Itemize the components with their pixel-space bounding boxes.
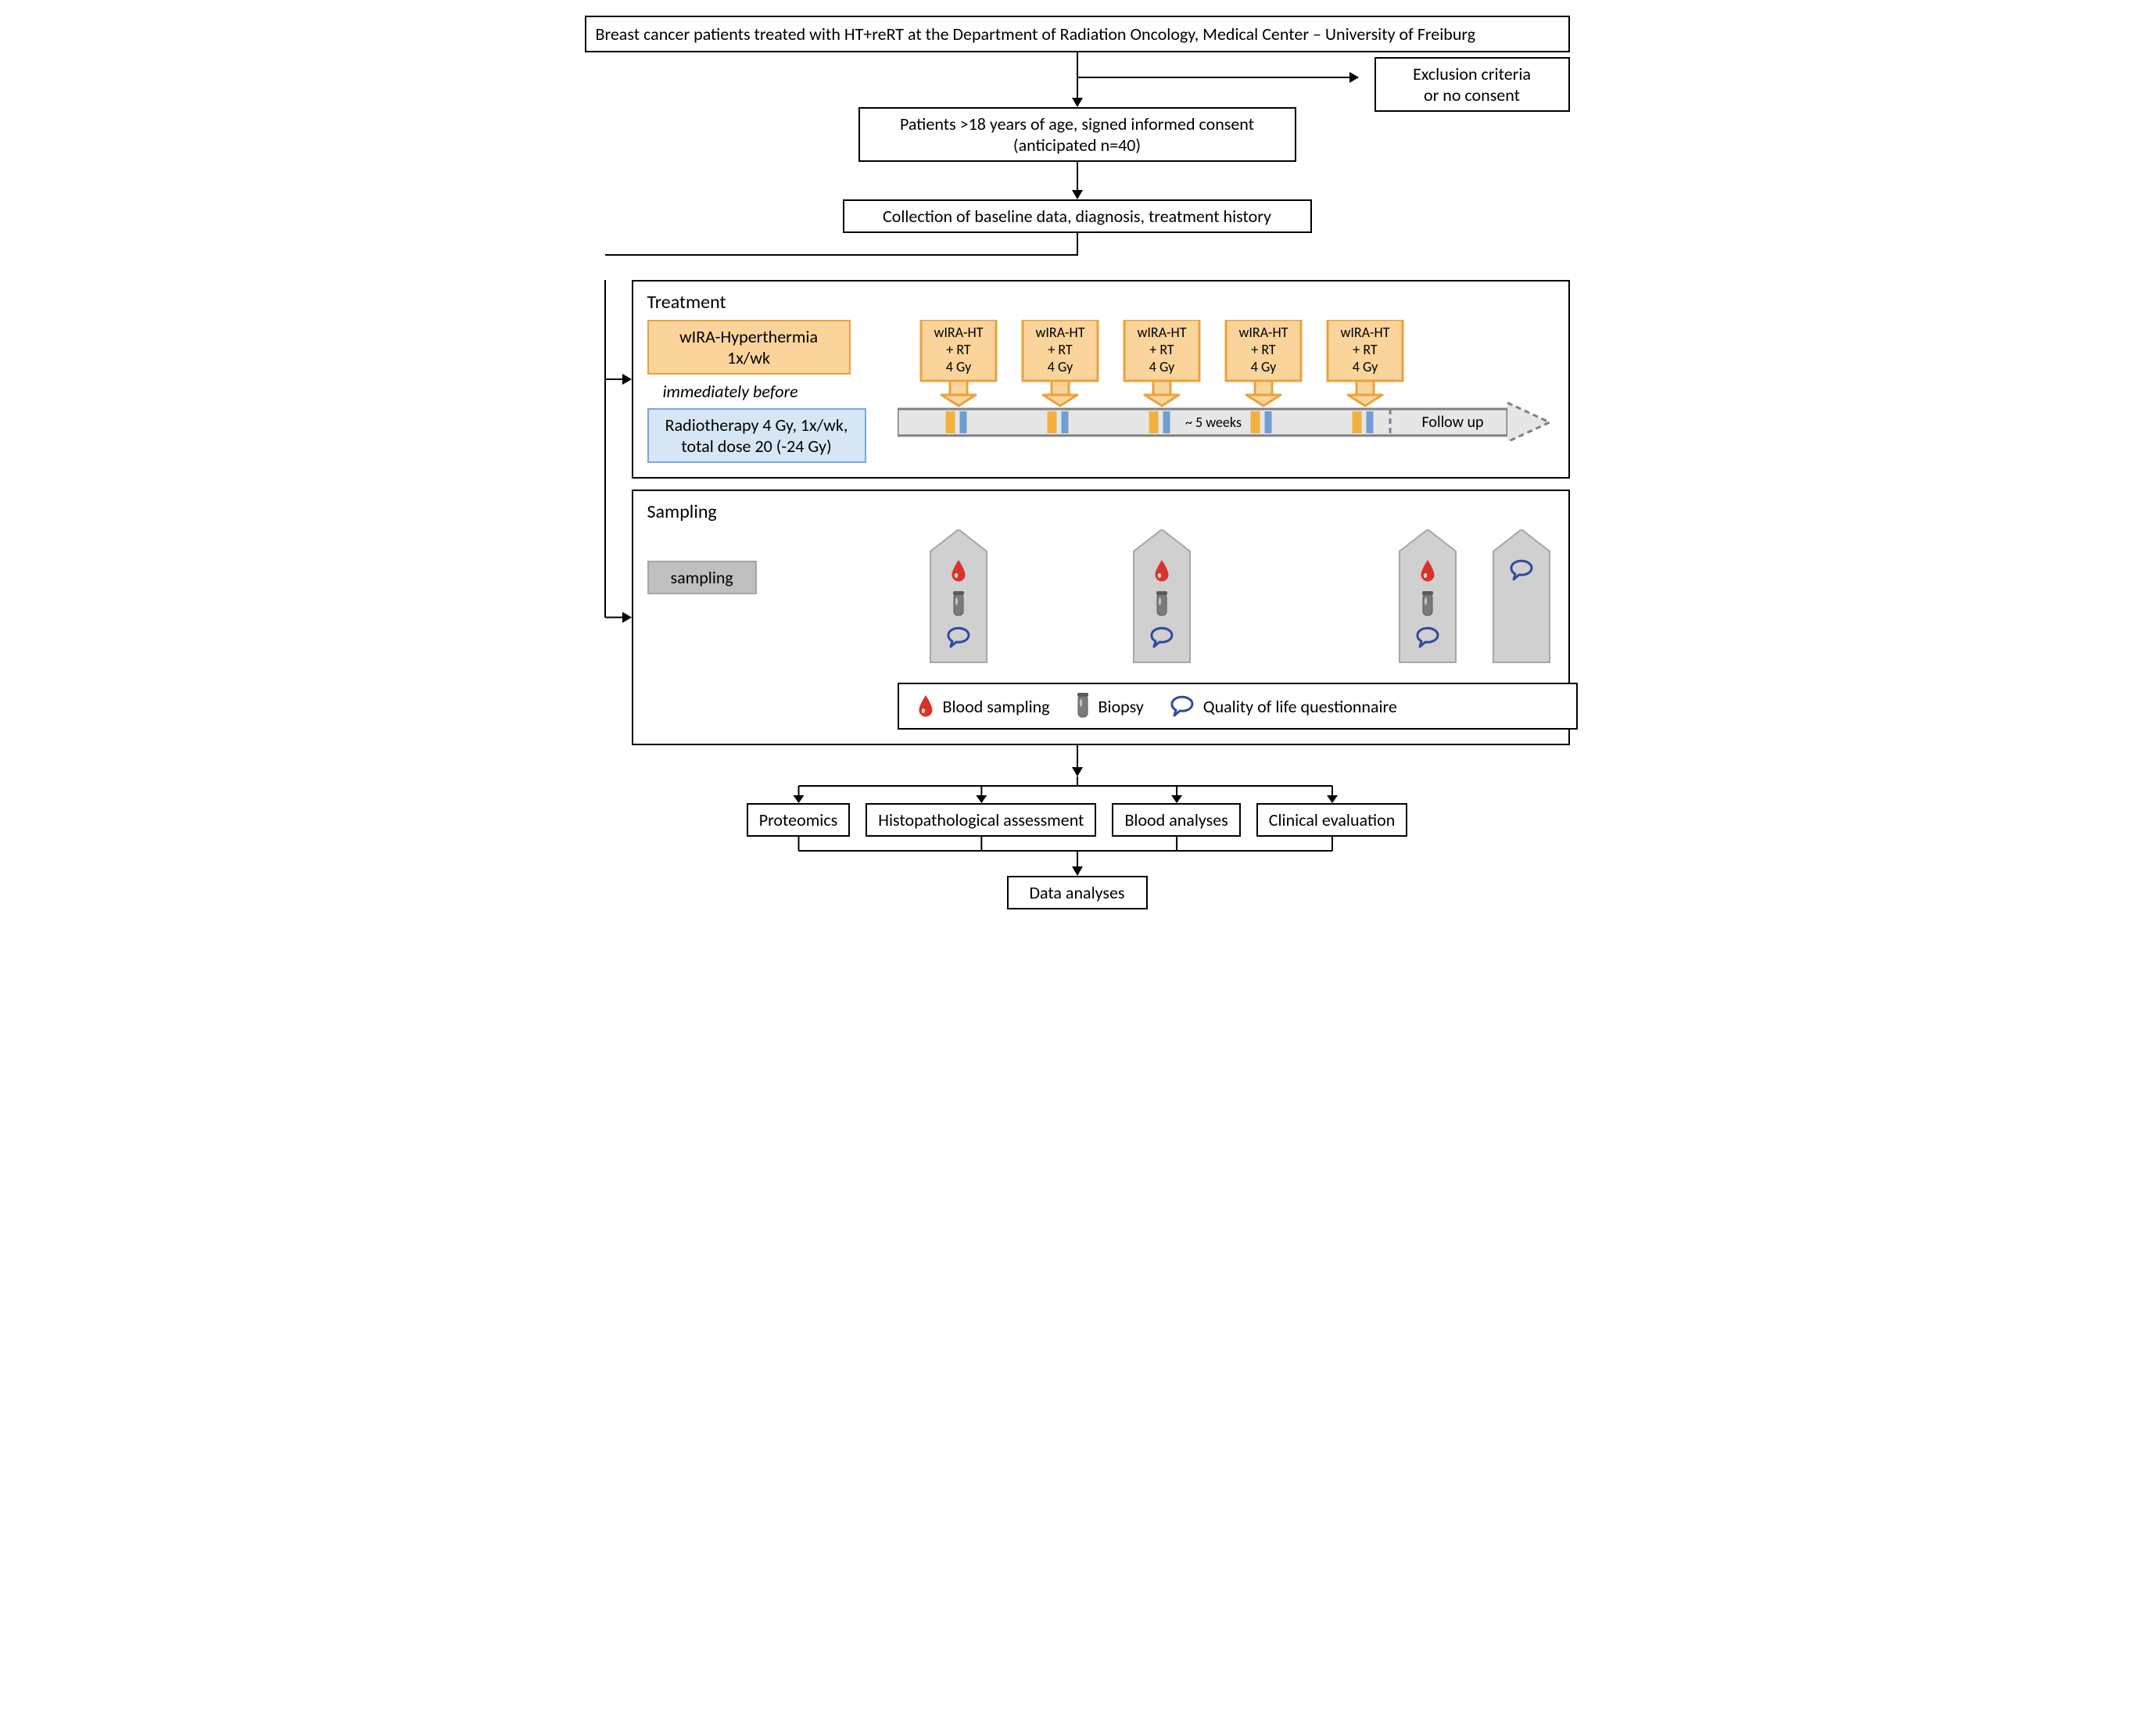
sampling-arrow [1134,529,1190,662]
sampling-arrow [1493,529,1550,662]
arrow-down [1070,745,1085,777]
blood-drop-icon [1418,559,1437,583]
svg-text:+ RT: + RT [946,341,971,358]
legend-qol: Quality of life questionnaire [1169,695,1397,717]
svg-text:wIRA-HT: wIRA-HT [1340,324,1389,341]
svg-text:wIRA-HT: wIRA-HT [1035,324,1084,341]
exclusion-box: Exclusion criteriaor no consent [1374,57,1570,112]
sampling-arrow [930,529,987,662]
svg-text:+ RT: + RT [1251,341,1276,358]
sampling-legend: Blood sampling Biopsy Quality of life ques… [898,683,1578,730]
biopsy-icon [951,590,966,619]
blood-drop-icon [949,559,968,583]
speech-bubble-icon [1508,559,1535,581]
svg-text:+ RT: + RT [1353,341,1378,358]
sampling-title: Sampling [647,500,1554,523]
routing-connector [585,233,1570,280]
fanout-connector [585,777,1570,803]
fanin-connector [585,837,1570,876]
session-callout: wIRA-HT+ RT4 Gy [921,320,996,406]
treatment-section: Treatment wIRA-Hyperthermia1x/wk immediate… [632,280,1570,479]
session-callout: wIRA-HT+ RT4 Gy [1023,320,1098,406]
legend-qol-label: Quality of life questionnaire [1203,696,1397,717]
analysis-box: Histopathological assessment [866,803,1096,837]
analysis-box: Blood analyses [1112,803,1240,837]
baseline-box: Collection of baseline data, diagnosis, … [843,199,1312,233]
sampling-label-box: sampling [647,561,757,594]
svg-text:+ RT: + RT [1048,341,1073,358]
session-callout: wIRA-HT+ RT4 Gy [1124,320,1199,406]
biopsy-icon [1075,692,1091,720]
sampling-arrow [1400,529,1456,662]
blood-drop-icon [916,694,935,718]
treatment-title: Treatment [647,291,1554,314]
left-split-connector [585,280,632,745]
legend-blood: Blood sampling [916,694,1050,718]
biopsy-icon [1420,590,1435,619]
legend-blood-label: Blood sampling [943,696,1050,717]
sampling-arrows [898,529,1578,670]
svg-text:4 Gy: 4 Gy [1250,358,1276,375]
analysis-box: Proteomics [747,803,851,837]
biopsy-icon [1154,590,1170,619]
session-callout: wIRA-HT+ RT4 Gy [1328,320,1403,406]
svg-text:4 Gy: 4 Gy [1047,358,1073,375]
branch-right [1077,70,1359,85]
duration-label: ~ 5 weeks [1185,414,1242,431]
svg-text:wIRA-HT: wIRA-HT [934,324,983,341]
speech-bubble-icon [1169,695,1195,717]
svg-text:4 Gy: 4 Gy [945,358,971,375]
radiotherapy-box: Radiotherapy 4 Gy, 1x/wk,total dose 20 (… [647,408,866,463]
svg-text:+ RT: + RT [1149,341,1174,358]
immediately-before-label: immediately before [663,381,874,402]
svg-text:wIRA-HT: wIRA-HT [1238,324,1288,341]
legend-biopsy: Biopsy [1075,692,1144,720]
legend-biopsy-label: Biopsy [1099,696,1144,717]
blood-drop-icon [1152,559,1171,583]
svg-text:4 Gy: 4 Gy [1149,358,1174,375]
top-population-box: Breast cancer patients treated with HT+r… [585,16,1570,52]
arrow-down [1070,162,1085,199]
analysis-box: Clinical evaluation [1256,803,1407,837]
speech-bubble-icon [945,626,972,648]
hyperthermia-box: wIRA-Hyperthermia1x/wk [647,320,851,375]
speech-bubble-icon [1414,626,1441,648]
treatment-timeline: wIRA-HT+ RT4 GywIRA-HT+ RT4 GywIRA-HT+ R… [898,320,1578,445]
svg-text:4 Gy: 4 Gy [1352,358,1378,375]
session-callout: wIRA-HT+ RT4 Gy [1226,320,1301,406]
speech-bubble-icon [1149,626,1175,648]
analyses-row: Proteomics Histopathological assessment Bl… [585,803,1570,837]
svg-text:wIRA-HT: wIRA-HT [1137,324,1186,341]
data-analyses-box: Data analyses [1007,876,1148,909]
sampling-section: Sampling sampling Blood sampling Biopsy Qual… [632,490,1570,745]
followup-label: Follow up [1421,413,1483,432]
consent-box: Patients >18 years of age, signed inform… [858,107,1296,162]
